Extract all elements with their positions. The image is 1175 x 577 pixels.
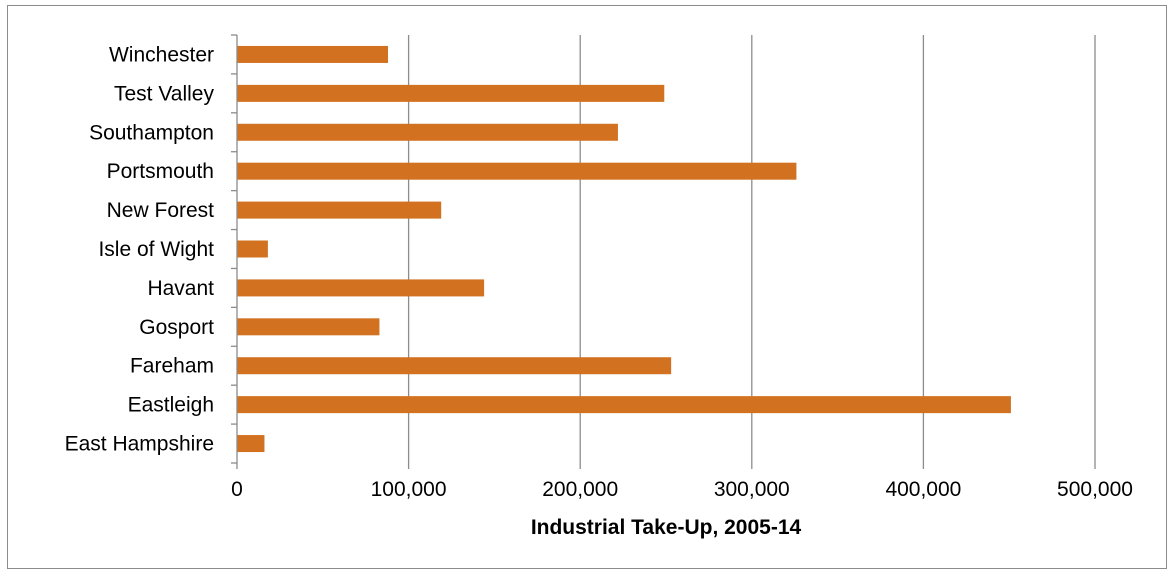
- y-category-label: Havant: [147, 277, 214, 300]
- x-tick-label: 100,000: [371, 478, 447, 501]
- bar: [237, 45, 389, 63]
- bar: [237, 240, 268, 258]
- y-category-label: Isle of Wight: [98, 238, 214, 261]
- bar: [237, 396, 1011, 414]
- bar: [237, 318, 380, 336]
- y-category-label: Portsmouth: [107, 160, 214, 183]
- bar: [237, 357, 672, 375]
- bars: [237, 45, 1011, 453]
- y-category-label: Fareham: [130, 355, 214, 378]
- y-category-label: Gosport: [139, 316, 214, 339]
- bar: [237, 201, 442, 219]
- y-category-label: Winchester: [109, 43, 214, 66]
- x-tick-label: 200,000: [542, 478, 618, 501]
- axes: [231, 34, 238, 469]
- x-tick-label: 500,000: [1057, 478, 1133, 501]
- y-category-label: Test Valley: [114, 82, 214, 105]
- y-category-label: New Forest: [107, 199, 215, 222]
- x-tick-label: 300,000: [714, 478, 790, 501]
- x-tick-label: 400,000: [885, 478, 961, 501]
- bar: [237, 279, 485, 297]
- y-category-label: East Hampshire: [65, 433, 214, 456]
- x-axis-title: Industrial Take-Up, 2005-14: [531, 516, 802, 539]
- x-tick-label: 0: [231, 478, 243, 501]
- y-category-label: Eastleigh: [128, 394, 214, 417]
- bar: [237, 84, 665, 102]
- bar: [237, 162, 797, 180]
- y-category-label: Southampton: [89, 121, 214, 144]
- bar: [237, 123, 618, 141]
- labels: 0 100,000 200,000 300,000 400,000 500,000 Winc…: [65, 43, 1133, 501]
- bar: [237, 435, 265, 453]
